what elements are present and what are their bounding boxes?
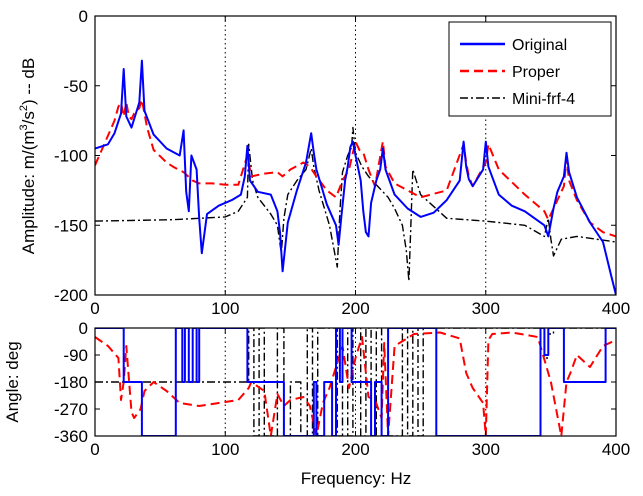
phase-x-tick-label-100: 100 [211,440,239,459]
phase-ticks: 0 100 200 300 400 0 -90 -180 -270 -360 [54,319,630,459]
amplitude-series-mini-frf-4-line [95,126,616,282]
legend-box [448,21,612,117]
phase-x-tick-label-200: 200 [341,440,369,459]
amplitude-y-tick-label--200: -200 [54,286,88,305]
phase-x-tick-label-300: 300 [472,440,500,459]
x-axis-label: Frequency: Hz [301,469,412,488]
phase-x-tick-label-0: 0 [90,440,99,459]
amplitude-y-tick-label--50: -50 [63,77,88,96]
legend: Original Proper Mini-frf-4 [448,21,612,117]
phase-y-tick-label--180: -180 [54,373,88,392]
amplitude-series-original-line [95,59,616,295]
amplitude-plot: 0 100 200 300 400 0 -50 -100 -150 -200 Amplitude:… [18,7,630,318]
amplitude-series-group [95,59,616,295]
amplitude-ticks: 0 100 200 300 400 0 -50 -100 -150 -200 [54,7,630,318]
phase-plot: 0 100 200 300 400 0 -90 -180 -270 -360 Angle: deg… [3,319,630,488]
amplitude-y-tick-label-0: 0 [79,7,88,26]
amplitude-x-tick-label-100: 100 [211,299,239,318]
amplitude-x-tick-label-300: 300 [472,299,500,318]
amplitude-x-tick-label-0: 0 [90,299,99,318]
legend-proper-label: Proper [512,64,561,81]
phase-x-tick-label-400: 400 [602,440,630,459]
amplitude-x-tick-label-200: 200 [341,299,369,318]
phase-y-tick-label--270: -270 [54,400,88,419]
amplitude-y-tick-label--100: -100 [54,147,88,166]
amplitude-y-axis-label: Amplitude: m/(m3/s2) -- dB [18,58,38,254]
phase-y-tick-label--360: -360 [54,427,88,446]
phase-y-tick-label--90: -90 [63,346,88,365]
phase-y-tick-label-0: 0 [79,319,88,338]
phase-series-original-line [95,328,616,436]
amplitude-x-tick-label-400: 400 [602,299,630,318]
legend-mini-frf-4-label: Mini-frf-4 [512,91,575,108]
amplitude-series-proper-line [95,98,616,238]
phase-y-axis-label: Angle: deg [3,341,22,422]
legend-original-label: Original [512,37,567,54]
amplitude-y-tick-label--150: -150 [54,216,88,235]
phase-series-group [95,328,616,436]
